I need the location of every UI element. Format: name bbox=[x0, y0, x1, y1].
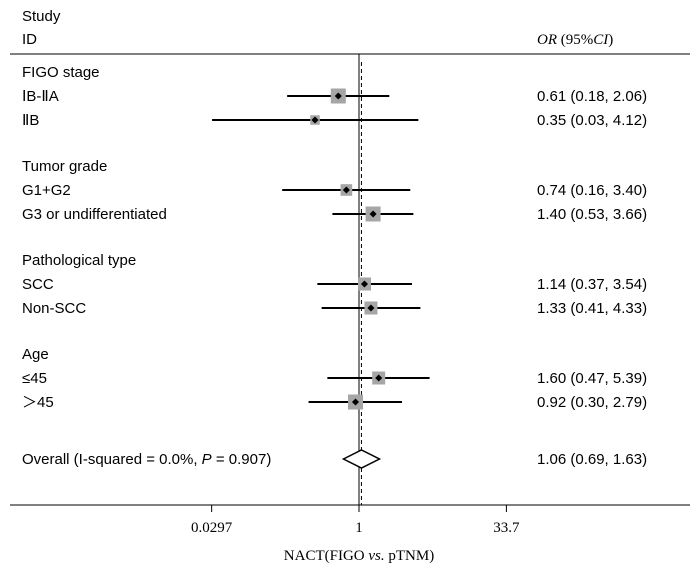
overall-diamond bbox=[341, 449, 382, 469]
overall-label: Overall (I-squared = 0.0%, P = 0.907) bbox=[22, 451, 271, 468]
study-label: G3 or undifferentiated bbox=[22, 206, 167, 223]
point-estimate bbox=[311, 116, 319, 124]
or-ci-text: 1.33 (0.41, 4.33) bbox=[537, 300, 647, 317]
x-axis-label: NACT(FIGO vs. pTNM) bbox=[284, 548, 434, 564]
or-ci-text: 0.74 (0.16, 3.40) bbox=[537, 182, 647, 199]
study-label: ⅡB bbox=[22, 112, 39, 129]
overall-label-prefix: Overall (I-squared = 0.0%, bbox=[22, 451, 202, 468]
point-estimate bbox=[334, 92, 342, 100]
overall-label-suffix: = 0.907) bbox=[212, 451, 272, 468]
point-estimate bbox=[342, 186, 350, 194]
point-estimate bbox=[367, 304, 375, 312]
overall-or-ci-text: 1.06 (0.69, 1.63) bbox=[537, 451, 647, 468]
study-label: Non-SCC bbox=[22, 300, 86, 317]
point-estimate bbox=[360, 280, 369, 288]
study-label: SCC bbox=[22, 276, 54, 293]
study-header: Study bbox=[22, 8, 61, 25]
overall-label-p: P bbox=[202, 451, 212, 468]
study-label: G1+G2 bbox=[22, 182, 71, 199]
x-tick-label: 33.7 bbox=[493, 520, 520, 536]
study-rows: FIGO stage ⅠB-ⅡA 0.61 (0.18, 2.06) ⅡB 0.35 (… bbox=[22, 54, 647, 505]
or-ci-text: 1.14 (0.37, 3.54) bbox=[537, 276, 647, 293]
point-estimate bbox=[375, 374, 383, 382]
study-label: ≤45 bbox=[22, 370, 47, 387]
x-axis: 0.0297 1 33.7 bbox=[191, 505, 520, 536]
group-heading: Age bbox=[22, 346, 49, 363]
group-heading: FIGO stage bbox=[22, 64, 100, 81]
or-ci-text: 1.60 (0.47, 5.39) bbox=[537, 370, 647, 387]
or-ci-text: 0.92 (0.30, 2.79) bbox=[537, 394, 647, 411]
x-tick-label: 1 bbox=[355, 520, 363, 536]
point-estimate bbox=[369, 210, 377, 218]
point-estimate bbox=[351, 398, 360, 406]
study-label: ⅠB-ⅡA bbox=[22, 88, 59, 105]
effect-header: OR (95%CI) bbox=[537, 32, 613, 48]
study-label: ＞45 bbox=[22, 394, 54, 411]
group-heading: Tumor grade bbox=[22, 158, 107, 175]
x-tick-label: 0.0297 bbox=[191, 520, 233, 536]
id-header: ID bbox=[22, 31, 37, 48]
or-ci-text: 1.40 (0.53, 3.66) bbox=[537, 206, 647, 223]
group-heading: Pathological type bbox=[22, 252, 136, 269]
or-ci-text: 0.61 (0.18, 2.06) bbox=[537, 88, 647, 105]
or-ci-text: 0.35 (0.03, 4.12) bbox=[537, 112, 647, 129]
